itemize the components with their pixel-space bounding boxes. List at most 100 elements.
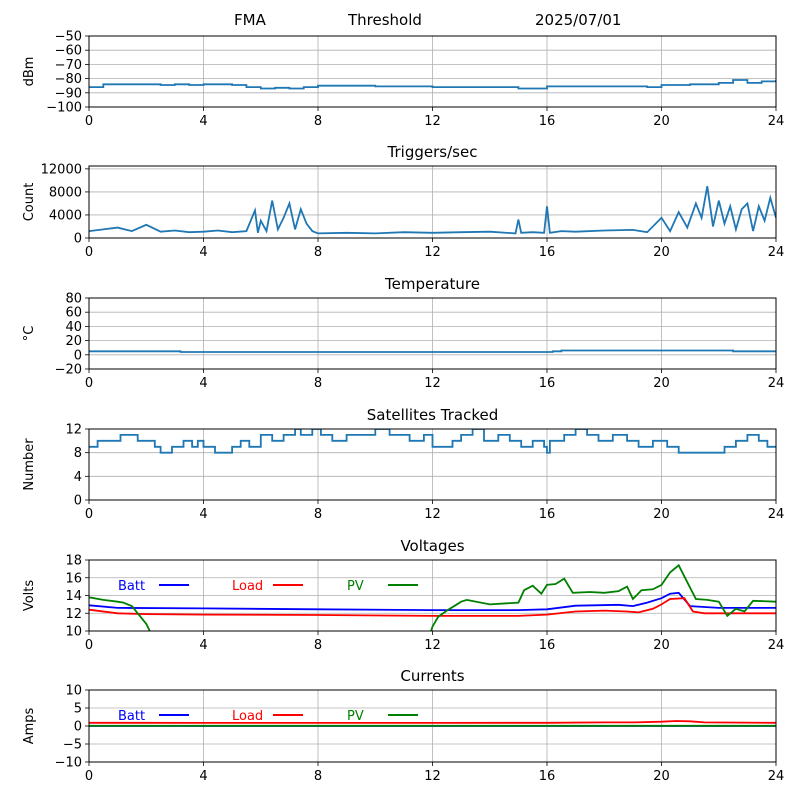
series-line-load <box>89 597 776 617</box>
panel-title: Triggers/sec <box>387 143 478 161</box>
y-tick-label: −5 <box>63 738 82 753</box>
panel-title: Satellites Tracked <box>367 406 498 424</box>
legend-label-pv: PV <box>347 579 364 594</box>
x-tick-label: 20 <box>653 507 670 522</box>
y-tick-label: −20 <box>55 363 82 378</box>
x-tick-label: 8 <box>314 114 322 129</box>
y-tick-label: 16 <box>65 571 82 586</box>
y-axis-label: Count <box>22 183 37 222</box>
x-tick-label: 8 <box>314 769 322 784</box>
y-tick-label: 8 <box>74 446 82 461</box>
x-tick-label: 20 <box>653 245 670 260</box>
x-tick-label: 8 <box>314 245 322 260</box>
x-tick-label: 16 <box>539 638 556 653</box>
y-tick-label: 5 <box>74 702 82 717</box>
x-tick-label: 20 <box>653 769 670 784</box>
panel-triggers: 0 4 8 12 16 20 24 0 4000 8000 12000 Triggers/sec Cou… <box>22 143 784 260</box>
y-tick-label: 0 <box>74 494 82 509</box>
x-tick-label: 4 <box>199 376 207 391</box>
panel-currents: 0 4 8 12 16 20 24 −10 −5 0 5 10 Currents Amps Batt Load… <box>22 667 784 784</box>
x-tick-label: 0 <box>85 638 93 653</box>
x-tick-label: 8 <box>314 638 322 653</box>
y-tick-label: 12 <box>65 423 82 438</box>
plot-frame <box>88 689 777 763</box>
x-tick-label: 12 <box>424 769 441 784</box>
y-axis-label: Volts <box>22 580 37 612</box>
x-tick-label: 0 <box>85 376 93 391</box>
station-label: FMA <box>234 11 266 29</box>
date-label: 2025/07/01 <box>535 11 622 29</box>
y-axis-label: °C <box>22 326 37 342</box>
x-tick-label: 0 <box>85 245 93 260</box>
x-tick-label: 16 <box>539 376 556 391</box>
y-tick-label: 8000 <box>49 185 82 200</box>
y-tick-label: 0 <box>74 348 82 363</box>
series-line-series <box>89 349 776 353</box>
x-tick-label: 12 <box>424 507 441 522</box>
x-tick-label: 8 <box>314 376 322 391</box>
y-tick-label: −50 <box>55 30 82 45</box>
plot-frame <box>88 35 777 108</box>
y-tick-label: −100 <box>46 101 82 116</box>
x-tick-label: 20 <box>653 638 670 653</box>
y-tick-label: −60 <box>55 44 82 59</box>
y-tick-label: 10 <box>65 625 82 640</box>
x-tick-label: 24 <box>768 245 785 260</box>
x-tick-label: 0 <box>85 769 93 784</box>
x-tick-label: 16 <box>539 245 556 260</box>
legend-label-load: Load <box>232 709 263 724</box>
threshold-label: Threshold <box>348 11 422 29</box>
x-tick-label: 24 <box>768 638 785 653</box>
y-tick-label: 4 <box>74 470 82 485</box>
y-tick-label: 60 <box>65 306 82 321</box>
legend-label-load: Load <box>232 579 263 594</box>
y-tick-label: −10 <box>55 756 82 771</box>
y-tick-label: 14 <box>65 589 82 604</box>
series-line-series <box>89 79 776 90</box>
legend-label-batt: Batt <box>118 709 145 724</box>
x-tick-label: 0 <box>85 507 93 522</box>
x-tick-label: 8 <box>314 507 322 522</box>
x-tick-label: 4 <box>199 769 207 784</box>
x-tick-label: 4 <box>199 245 207 260</box>
x-tick-label: 24 <box>768 769 785 784</box>
x-tick-label: 20 <box>653 376 670 391</box>
x-tick-label: 12 <box>424 114 441 129</box>
series-line-batt <box>89 591 776 611</box>
y-tick-label: 4000 <box>49 208 82 223</box>
y-tick-label: 10 <box>65 684 82 699</box>
x-tick-label: 24 <box>768 376 785 391</box>
x-tick-label: 16 <box>539 507 556 522</box>
series-line-load <box>89 720 776 724</box>
y-axis-label: Number <box>22 438 37 491</box>
x-tick-label: 24 <box>768 507 785 522</box>
plot-frame <box>88 559 777 632</box>
y-tick-label: 40 <box>65 320 82 335</box>
y-axis-label: dBm <box>22 57 37 87</box>
y-tick-label: 0 <box>74 720 82 735</box>
x-tick-label: 16 <box>539 114 556 129</box>
panel-title: Temperature <box>384 275 480 293</box>
x-tick-label: 24 <box>768 114 785 129</box>
plot-frame <box>88 297 777 370</box>
plot-frame <box>88 165 777 239</box>
panel-threshold: 0 4 8 12 16 20 24 −100−90−80−70−60−50 dBm <box>22 30 784 130</box>
x-tick-label: 0 <box>85 114 93 129</box>
x-tick-label: 16 <box>539 769 556 784</box>
y-tick-label: −90 <box>55 86 82 101</box>
y-tick-label: 18 <box>65 554 82 569</box>
y-tick-label: 80 <box>65 292 82 307</box>
y-tick-label: 12 <box>65 607 82 622</box>
panel-title: Currents <box>400 667 464 685</box>
panel-voltages: 0 4 8 12 16 20 24 10 12 14 16 18 Voltages Volts Batt Lo… <box>22 537 784 653</box>
x-tick-label: 12 <box>424 245 441 260</box>
y-axis-label: Amps <box>22 707 37 744</box>
y-tick-label: 12000 <box>41 162 82 177</box>
x-tick-label: 4 <box>199 114 207 129</box>
series-line-pv <box>89 563 776 631</box>
series-line-series <box>89 429 776 454</box>
panel-satellites: 0 4 8 12 16 20 24 0 4 8 12 Satellites Tracked Number <box>22 406 784 522</box>
